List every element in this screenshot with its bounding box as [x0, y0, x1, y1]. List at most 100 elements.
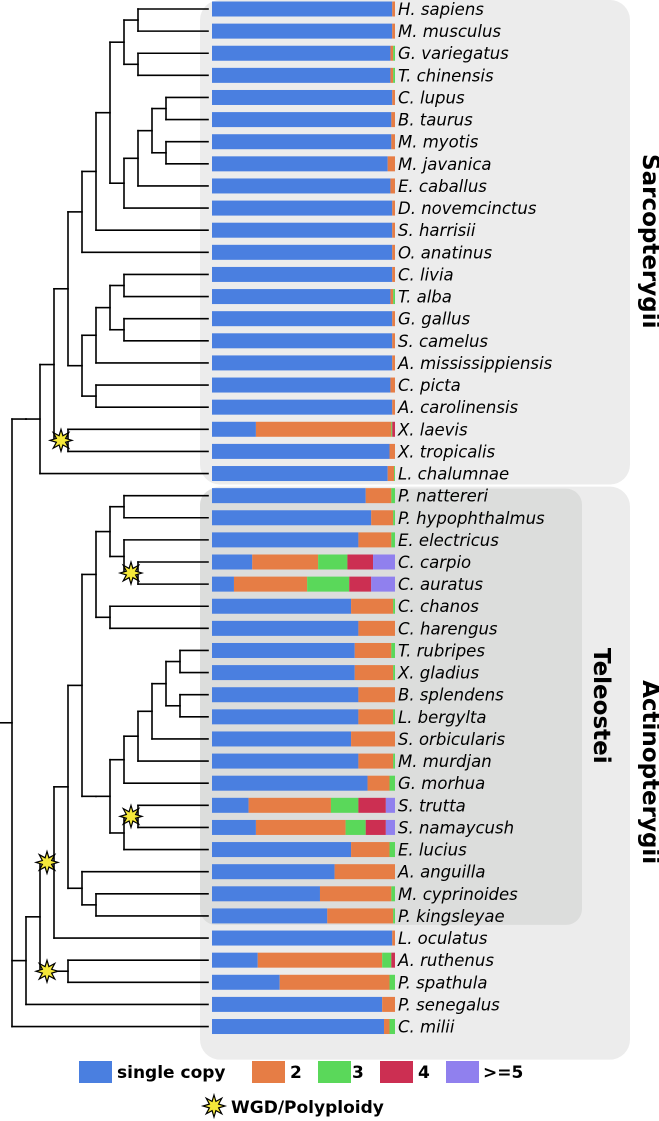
species-label: S. harrisii	[398, 221, 476, 240]
bar-segment-single-copy	[212, 908, 328, 924]
bar-row	[212, 45, 395, 61]
bar-segment-2	[390, 377, 395, 393]
species-label: C. auratus	[398, 575, 483, 594]
teleostei-panel	[200, 488, 582, 925]
bar-segment-single-copy	[212, 488, 366, 504]
bar-row	[212, 112, 395, 128]
bar-segment-single-copy	[212, 421, 256, 437]
bar-segment-2	[392, 311, 395, 327]
bar-segment-4	[365, 819, 386, 835]
bar-segment-single-copy	[212, 886, 320, 902]
bar-row	[212, 200, 395, 216]
bar-row	[212, 576, 395, 592]
bar-segment-single-copy	[212, 200, 393, 216]
species-label: X. laevis	[397, 420, 468, 439]
bar-segment-3	[345, 819, 366, 835]
bar-segment-2	[382, 996, 395, 1012]
bar-segment-3	[393, 289, 395, 305]
species-label: P. hypophthalmus	[398, 509, 545, 528]
bar-segment-single-copy	[212, 532, 359, 548]
bar-segment-2	[358, 532, 392, 548]
bar-segment-2	[390, 289, 394, 305]
bar-segment-2	[319, 886, 392, 902]
bar-segment-single-copy	[212, 45, 391, 61]
bar-segment-5-plus	[385, 819, 395, 835]
species-label: S. namaycush	[398, 818, 514, 837]
bar-row	[212, 355, 395, 371]
bar-segment-2	[392, 399, 395, 415]
bar-segment-single-copy	[212, 665, 355, 681]
bar-row	[212, 996, 395, 1012]
species-label: C. livia	[398, 265, 454, 284]
bar-row	[212, 731, 395, 747]
species-labels: H. sapiens M. musculus G. variegatus T. chi…	[397, 0, 553, 1037]
species-label: M. murdjan	[398, 752, 492, 771]
bar-segment-2	[392, 89, 395, 105]
species-label: G. gallus	[398, 310, 470, 329]
bar-segment-single-copy	[212, 67, 391, 83]
species-label: M. musculus	[398, 22, 501, 41]
bar-segment-2	[358, 709, 394, 725]
species-label: P. senegalus	[398, 995, 500, 1014]
bar-segment-single-copy	[212, 222, 393, 238]
bar-segment-single-copy	[212, 554, 253, 570]
bar-segment-single-copy	[212, 355, 393, 371]
bar-segment-single-copy	[212, 89, 393, 105]
bar-segment-single-copy	[212, 797, 249, 813]
species-label: L. bergylta	[398, 708, 487, 727]
wgd-star-icon	[117, 803, 145, 830]
bar-row	[212, 222, 395, 238]
bar-segment-2	[351, 731, 395, 747]
bar-row	[212, 399, 395, 415]
bar-segment-single-copy	[212, 974, 280, 990]
bar-row	[212, 554, 395, 570]
bar-segment-2	[392, 1, 395, 17]
bar-segment-2	[392, 355, 395, 371]
bar-segment-2	[365, 488, 392, 504]
bar-segment-single-copy	[212, 996, 383, 1012]
bar-segment-3	[393, 753, 395, 769]
bar-row	[212, 311, 395, 327]
bar-segment-single-copy	[212, 598, 352, 614]
bar-segment-2	[384, 1019, 390, 1035]
legend-label: 2	[290, 1063, 302, 1083]
species-label: P. spathula	[398, 973, 487, 992]
bar-row	[212, 620, 395, 636]
bar-segment-2	[392, 23, 395, 39]
bar-segment-single-copy	[212, 510, 372, 526]
bar-segment-2	[390, 67, 394, 83]
species-label: X. tropicalis	[397, 442, 496, 461]
legend-star-icon	[200, 1092, 228, 1120]
bar-segment-3	[391, 532, 395, 548]
bar-segment-single-copy	[212, 620, 359, 636]
bar-segment-3	[391, 642, 395, 658]
legend-label: 4	[418, 1063, 430, 1083]
bar-row	[212, 23, 395, 39]
bar-row	[212, 67, 395, 83]
bar-segment-2	[252, 554, 319, 570]
species-label: M. cyprinoides	[398, 885, 518, 904]
legend: single copy 2 3 4 >=5 WGD/Polyploidy	[79, 1061, 523, 1120]
bar-segment-2	[392, 266, 395, 282]
bar-segment-4	[347, 554, 374, 570]
species-label: O. anatinus	[398, 243, 492, 262]
bar-segment-single-copy	[212, 864, 335, 880]
bar-segment-2	[351, 598, 394, 614]
species-label: M. javanica	[398, 155, 492, 174]
bar-segment-3	[393, 45, 395, 61]
bar-row	[212, 642, 395, 658]
bar-segment-single-copy	[212, 687, 359, 703]
bar-segment-4	[392, 421, 395, 437]
bar-segment-2	[367, 775, 390, 791]
bar-segment-single-copy	[212, 377, 391, 393]
sarcopterygii-label: Sarcopterygii	[637, 154, 659, 329]
bar-segment-2	[334, 864, 395, 880]
species-label: T. rubripes	[398, 641, 485, 660]
legend-swatch	[252, 1061, 285, 1083]
bar-segment-single-copy	[212, 311, 393, 327]
bar-row	[212, 178, 395, 194]
bar-row	[212, 443, 395, 459]
bar-row	[212, 134, 395, 150]
bar-segment-2	[392, 200, 395, 216]
